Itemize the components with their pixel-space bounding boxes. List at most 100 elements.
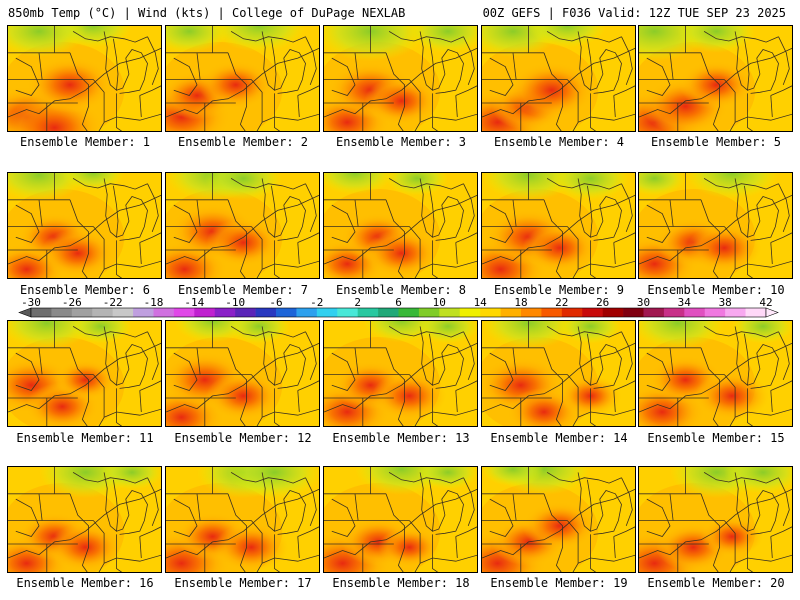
map-boundary-line	[703, 31, 779, 43]
map-boundary-line	[512, 347, 517, 375]
map-boundary-line	[463, 36, 475, 86]
map-boundary-line	[546, 326, 622, 338]
colorbar-tick-label: 2	[354, 296, 361, 309]
ensemble-member-label: Ensemble Member: 18	[332, 576, 470, 590]
map-boundary-line	[324, 488, 477, 559]
map-boundary-line	[305, 183, 317, 233]
colorbar-tick-label: 18	[514, 296, 527, 309]
map-boundary-line	[166, 488, 319, 559]
colorbar-segment	[418, 308, 440, 317]
map-boundary-line	[489, 498, 514, 537]
colorbar-segment	[643, 308, 665, 317]
map-boundary-line	[646, 57, 671, 96]
warm-anomaly	[364, 76, 439, 125]
map-boundary-line	[700, 347, 720, 426]
colorbar-max-arrow	[765, 307, 779, 318]
map-boundary-line	[489, 204, 514, 243]
map-boundary-line	[419, 408, 477, 418]
cool-anomaly	[386, 173, 448, 196]
map-boundary-line	[703, 178, 779, 190]
map-boundary-line	[590, 93, 597, 131]
warm-anomaly	[364, 229, 439, 278]
cool-anomaly	[551, 173, 630, 200]
map-boundary-line	[331, 57, 356, 96]
map-boundary-line	[700, 493, 720, 572]
map-boundary-line	[482, 47, 635, 118]
map-boundary-line	[546, 31, 622, 43]
map-boundary-line	[455, 380, 477, 391]
colorbar-segment	[214, 308, 236, 317]
map-boundary-line	[354, 493, 359, 521]
colorbar-segment	[51, 308, 73, 317]
warm-anomaly	[701, 516, 763, 557]
map-boundary-line	[432, 49, 464, 94]
ensemble-member-label: Ensemble Member: 14	[490, 431, 628, 445]
colorbar-segment	[500, 308, 522, 317]
map-boundary-line	[297, 85, 319, 96]
map-boundary-line	[196, 347, 201, 375]
map-boundary-line	[331, 498, 356, 537]
colorbar-segment	[235, 308, 256, 317]
colorbar-segment	[255, 308, 277, 317]
map-boundary-line	[621, 36, 633, 86]
temperature-field	[639, 173, 792, 278]
ensemble-member-map	[323, 172, 478, 279]
map-boundary-line	[196, 493, 201, 521]
ensemble-member-label: Ensemble Member: 3	[335, 135, 467, 149]
ensemble-member-label: Ensemble Member: 17	[174, 576, 312, 590]
ensemble-member-map	[7, 320, 162, 427]
map-boundary-line	[590, 490, 622, 535]
map-boundary-line	[747, 93, 754, 131]
colorbar-segment	[725, 308, 746, 317]
map-boundary-line	[354, 199, 359, 227]
map-boundary-line	[297, 232, 319, 243]
map-boundary-line	[566, 374, 579, 426]
map-boundary-line	[139, 526, 161, 537]
colorbar-tick-label: -10	[225, 296, 245, 309]
colorbar-tick-label: 42	[759, 296, 772, 309]
colorbar-tick-label: 30	[637, 296, 650, 309]
map-boundary-line	[8, 342, 161, 413]
map-boundary-line	[173, 498, 198, 537]
map-boundary-line	[543, 52, 563, 131]
colorbar-segment	[194, 308, 216, 317]
map-boundary-line	[419, 178, 435, 239]
map-boundary-line	[734, 408, 792, 418]
colorbar-tick-label: -22	[103, 296, 123, 309]
colorbar-segment	[173, 308, 195, 317]
map-boundary-line	[408, 520, 421, 572]
map-boundary-line	[613, 536, 616, 559]
warm-anomaly	[26, 56, 114, 113]
map-boundary-line	[274, 534, 281, 572]
map-boundary-line	[227, 493, 247, 572]
map-boundary-line	[261, 113, 319, 123]
map-boundary-line	[621, 183, 633, 233]
colorbar-tick-label: 6	[395, 296, 402, 309]
map-boundary-line	[770, 536, 773, 559]
map-boundary-line	[15, 498, 40, 537]
colorbar-segment	[602, 308, 624, 317]
map-boundary-line	[139, 242, 142, 265]
map-boundary-line	[723, 79, 736, 131]
colorbar-segment	[561, 308, 583, 317]
map-boundary-line	[778, 477, 790, 527]
temperature-field	[639, 26, 792, 131]
map-boundary-line	[92, 520, 105, 572]
map-boundary-line	[139, 85, 161, 96]
ensemble-member-label: Ensemble Member: 6	[19, 283, 151, 297]
ensemble-member-map	[323, 25, 478, 132]
map-boundary-line	[543, 493, 563, 572]
map-boundary-line	[230, 178, 306, 190]
map-boundary-line	[778, 183, 790, 233]
cool-anomaly	[324, 173, 394, 195]
temperature-field	[482, 467, 635, 572]
ensemble-member-map	[638, 320, 793, 427]
map-boundary-line	[250, 374, 263, 426]
map-boundary-line	[747, 534, 754, 572]
map-boundary-line	[590, 49, 622, 94]
map-boundary-line	[196, 52, 201, 80]
cool-anomaly	[685, 173, 779, 199]
colorbar-segment	[684, 308, 706, 317]
ensemble-member-label: Ensemble Member: 19	[490, 576, 628, 590]
map-boundary-line	[388, 472, 464, 484]
